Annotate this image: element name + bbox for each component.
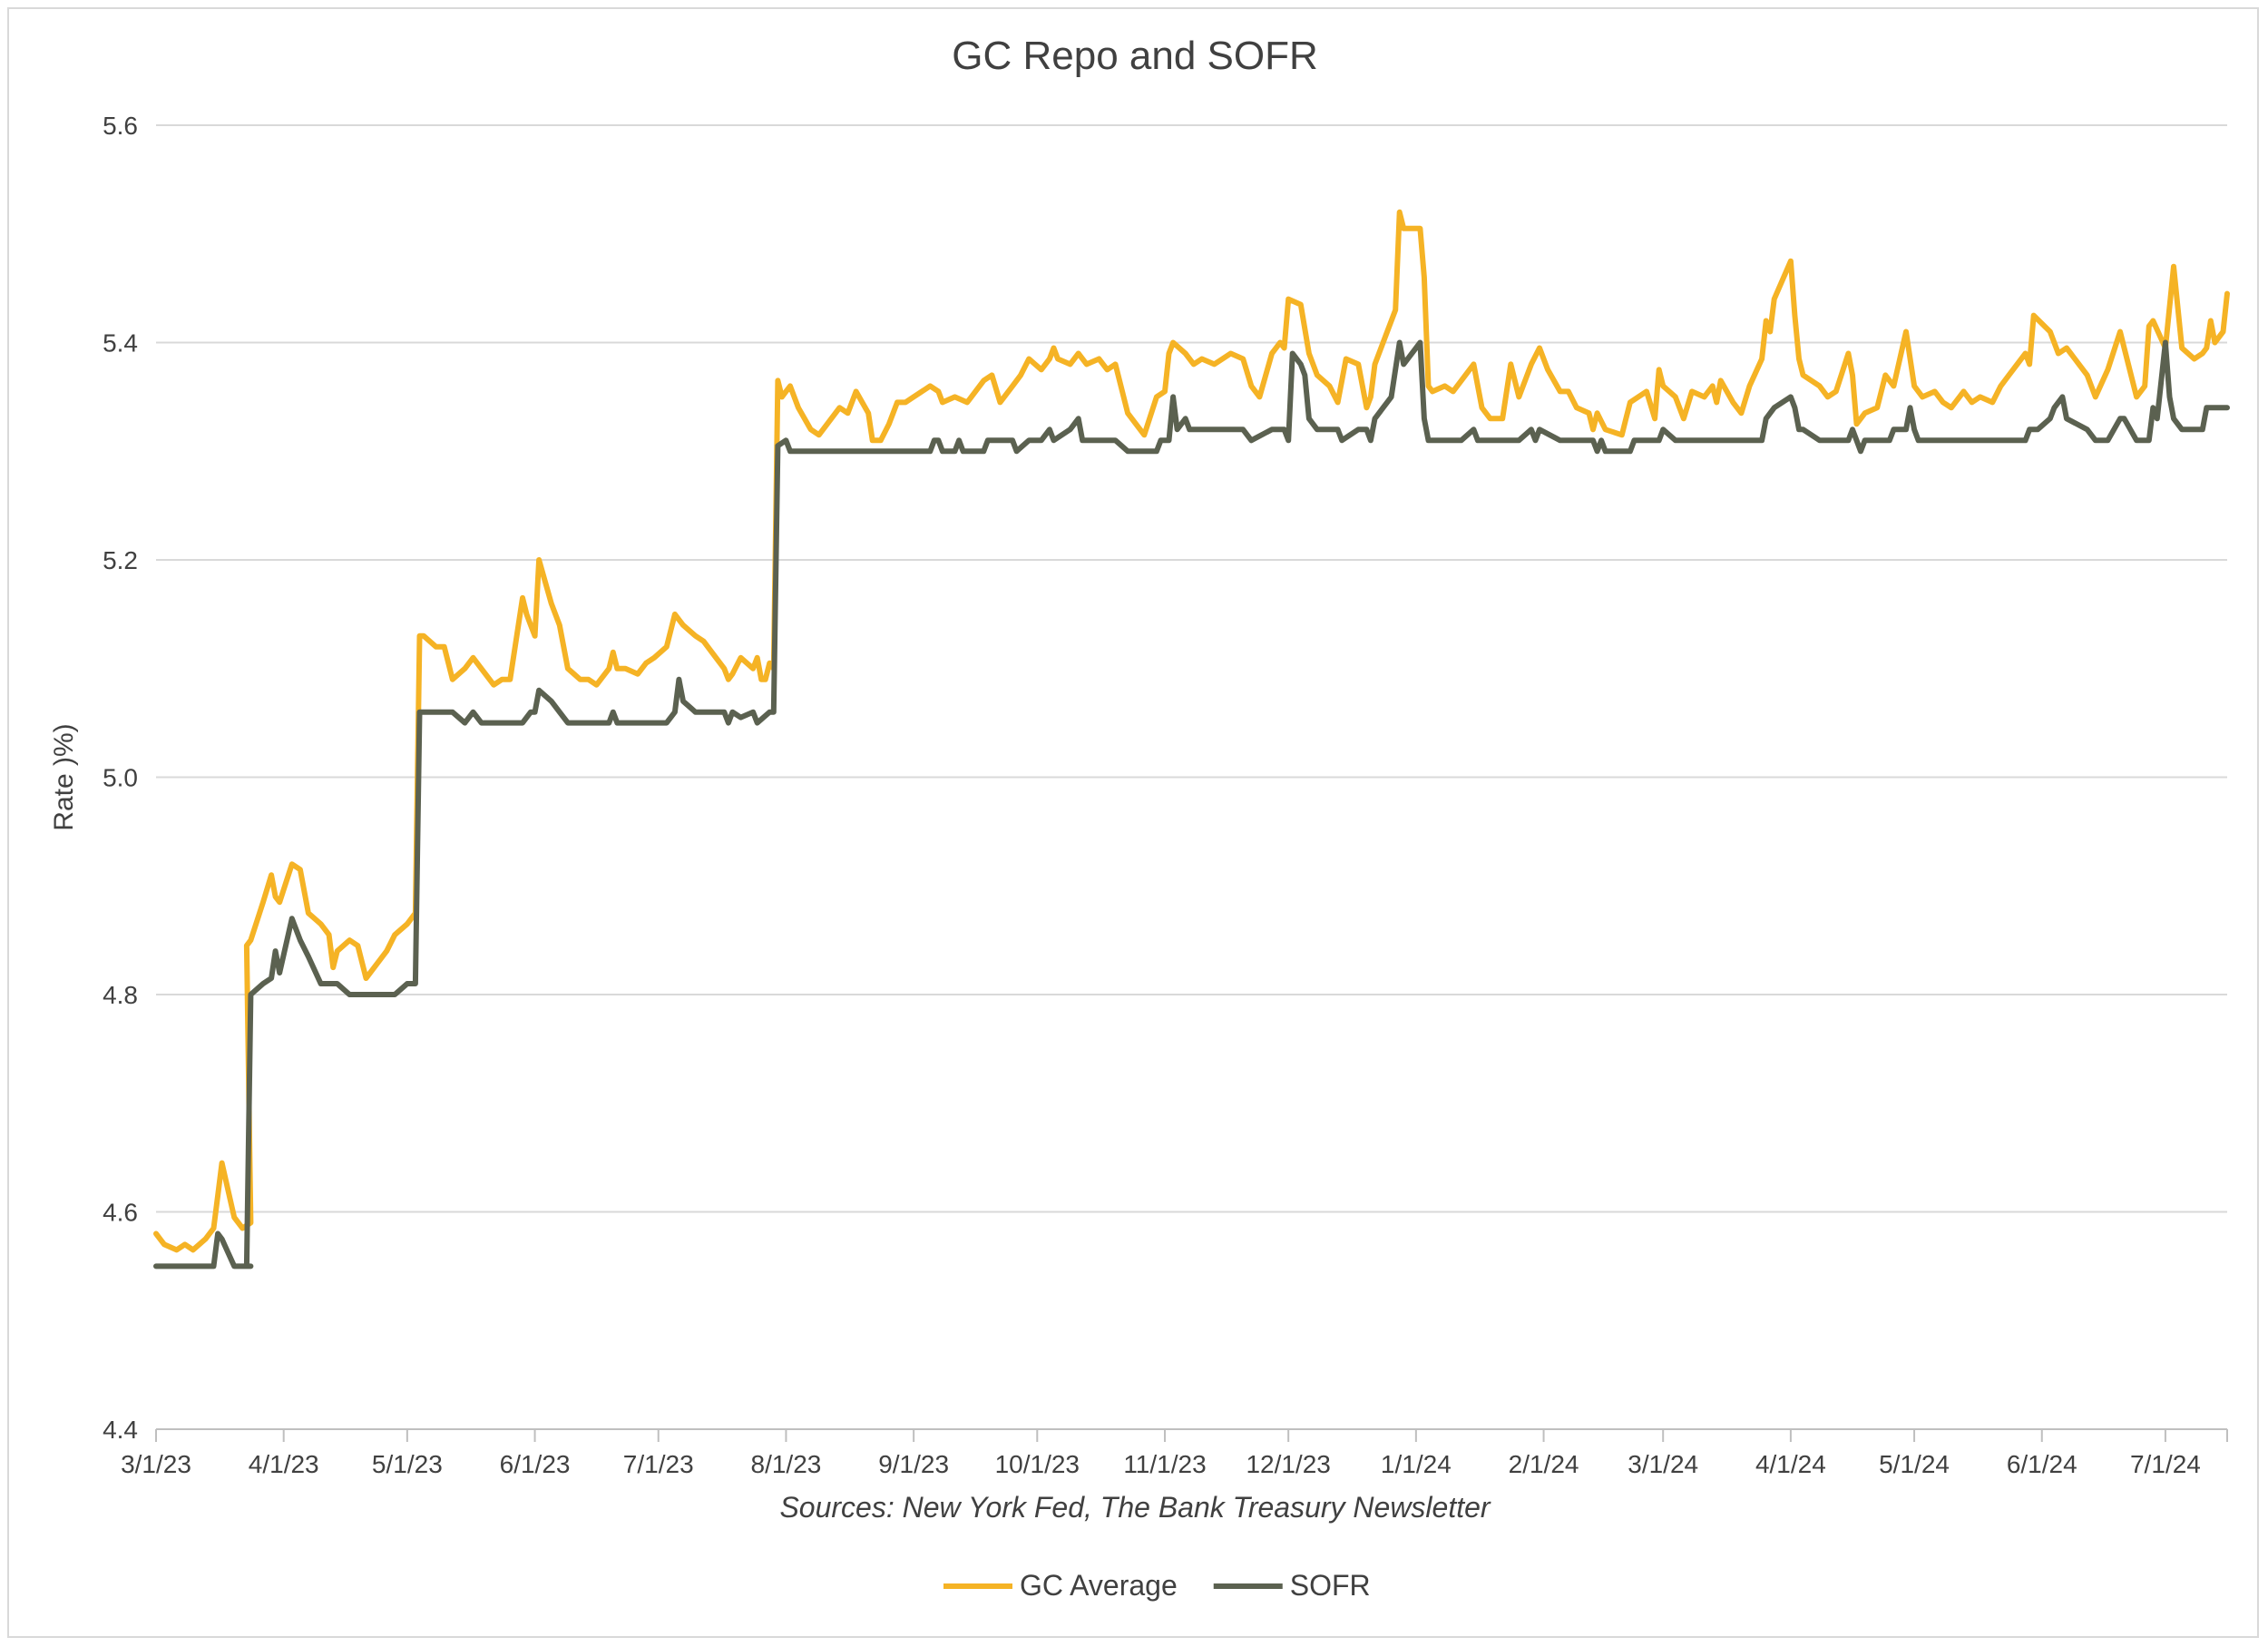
- x-tick-label: 1/1/24: [1381, 1450, 1452, 1478]
- x-tick-label: 8/1/23: [751, 1450, 822, 1478]
- y-tick-label: 5.4: [103, 329, 138, 358]
- y-axis-ticks: 4.4 4.6 4.8 5.0 5.2 5.4 5.6: [103, 112, 138, 1444]
- y-tick-label: 5.6: [103, 112, 138, 140]
- x-tick-label: 6/1/24: [2007, 1450, 2077, 1478]
- x-tick-label: 6/1/23: [500, 1450, 571, 1478]
- y-tick-label: 4.8: [103, 981, 138, 1009]
- gridlines: [156, 124, 2227, 1430]
- x-tick-label: 11/1/23: [1123, 1450, 1206, 1478]
- x-tick-label: 7/1/23: [623, 1450, 694, 1478]
- x-tick-label: 4/1/24: [1755, 1450, 1826, 1478]
- chart-title: GC Repo and SOFR: [952, 34, 1318, 78]
- y-tick-label: 5.0: [103, 764, 138, 792]
- x-tick-label: 2/1/24: [1509, 1450, 1579, 1478]
- chart-svg: GC Repo and SOFR 4.4 4.6 4.8 5.0 5.2 5.4 5.6 3…: [49, 34, 2230, 1602]
- legend-label: SOFR: [1290, 1569, 1371, 1602]
- series-lines: [153, 209, 2230, 1270]
- series-line-sofr: [153, 339, 2230, 1270]
- y-tick-label: 4.6: [103, 1199, 138, 1227]
- x-tick-label: 7/1/24: [2130, 1450, 2201, 1478]
- chart-frame: GC Repo and SOFR 4.4 4.6 4.8 5.0 5.2 5.4 5.6 3…: [7, 7, 2259, 1638]
- y-tick-label: 5.2: [103, 546, 138, 574]
- series-line-gc-average: [153, 209, 2230, 1253]
- x-axis-ticks: 3/1/23 4/1/23 5/1/23 6/1/23 7/1/23 8/1/23 9/1/…: [121, 1429, 2228, 1478]
- y-axis-title: Rate )%): [49, 723, 79, 830]
- x-tick-label: 4/1/23: [249, 1450, 319, 1478]
- x-tick-label: 3/1/23: [121, 1450, 191, 1478]
- legend-label: GC Average: [1020, 1569, 1178, 1602]
- x-tick-label: 9/1/23: [878, 1450, 949, 1478]
- y-tick-label: 4.4: [103, 1416, 138, 1444]
- legend: GC Average SOFR: [943, 1569, 1371, 1602]
- x-tick-label: 12/1/23: [1246, 1450, 1330, 1478]
- source-note: Sources: New York Fed, The Bank Treasury…: [779, 1491, 1491, 1524]
- x-tick-label: 3/1/24: [1628, 1450, 1698, 1478]
- x-tick-label: 5/1/23: [372, 1450, 443, 1478]
- x-tick-label: 5/1/24: [1879, 1450, 1950, 1478]
- x-tick-label: 10/1/23: [995, 1450, 1080, 1478]
